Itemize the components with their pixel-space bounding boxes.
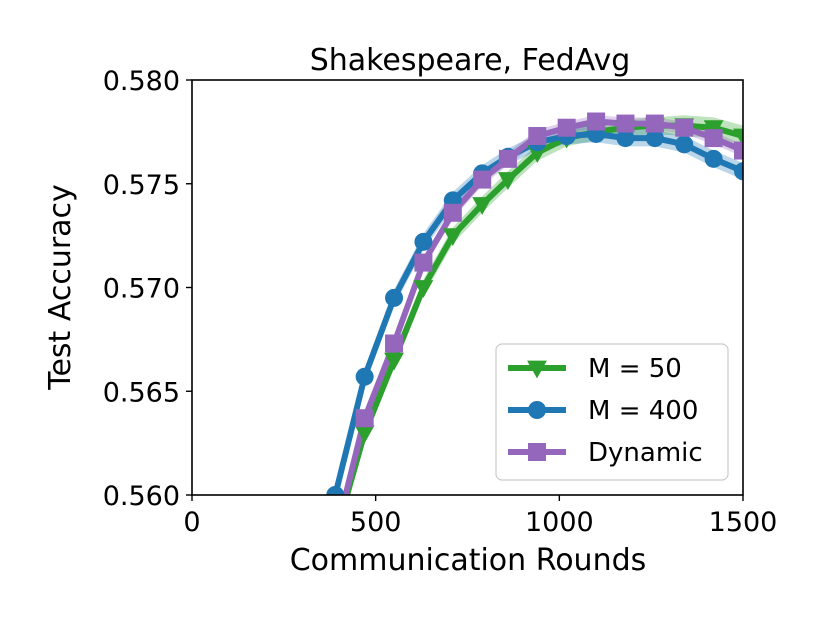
point-dynamic — [498, 149, 517, 168]
y-tick-label: 0.565 — [103, 377, 180, 408]
point-m-400 — [734, 162, 743, 181]
point-m-50 — [354, 425, 375, 444]
y-tick-label: 0.560 — [103, 481, 180, 512]
point-m-400 — [616, 129, 635, 148]
x-axis: 0 500 1000 1500 — [183, 495, 777, 538]
legend-marker-m-400 — [528, 401, 546, 419]
y-tick-label: 0.575 — [103, 170, 180, 201]
point-m-400 — [326, 486, 345, 495]
x-tick-label: 0 — [183, 507, 200, 538]
legend-label-dynamic: Dynamic — [588, 438, 703, 468]
point-dynamic — [557, 118, 576, 137]
point-m-400 — [645, 129, 664, 148]
series-markers — [326, 112, 743, 495]
point-dynamic — [355, 409, 374, 428]
point-m-50 — [384, 352, 404, 371]
y-axis-label: Test Accuracy — [43, 184, 78, 391]
y-tick-label: 0.580 — [103, 66, 180, 97]
point-dynamic — [385, 334, 404, 353]
chart-title: Shakespeare, FedAvg — [310, 43, 631, 78]
x-tick-label: 1000 — [525, 507, 594, 538]
point-dynamic — [675, 118, 694, 137]
point-m-400 — [355, 367, 374, 386]
point-m-400 — [385, 288, 404, 307]
point-dynamic — [528, 127, 547, 146]
legend: M = 50 M = 400 Dynamic — [495, 343, 729, 481]
point-dynamic — [587, 112, 606, 131]
legend-marker-dynamic — [528, 443, 546, 461]
legend-marker-m-50 — [527, 360, 547, 379]
x-axis-label: Communication Rounds — [290, 543, 647, 578]
point-m-400 — [704, 149, 723, 168]
point-dynamic — [645, 114, 664, 133]
x-tick-label: 500 — [350, 507, 402, 538]
point-m-400 — [675, 135, 694, 154]
y-axis: 0.560 0.565 0.570 0.575 0.580 — [103, 66, 192, 512]
point-dynamic — [473, 170, 492, 189]
point-m-50 — [442, 228, 463, 247]
point-m-50 — [413, 280, 434, 298]
point-dynamic — [616, 114, 635, 133]
point-dynamic — [414, 253, 433, 272]
legend-box — [495, 343, 729, 481]
point-m-50 — [498, 172, 518, 190]
x-tick-label: 1500 — [709, 507, 778, 538]
legend-label-m-50: M = 50 — [588, 354, 682, 384]
point-dynamic — [704, 129, 723, 148]
point-dynamic — [734, 141, 743, 160]
legend-label-m-400: M = 400 — [588, 396, 698, 426]
y-tick-label: 0.570 — [103, 274, 180, 305]
point-m-400 — [414, 232, 433, 251]
point-m-50 — [472, 197, 493, 215]
point-dynamic — [443, 203, 462, 222]
